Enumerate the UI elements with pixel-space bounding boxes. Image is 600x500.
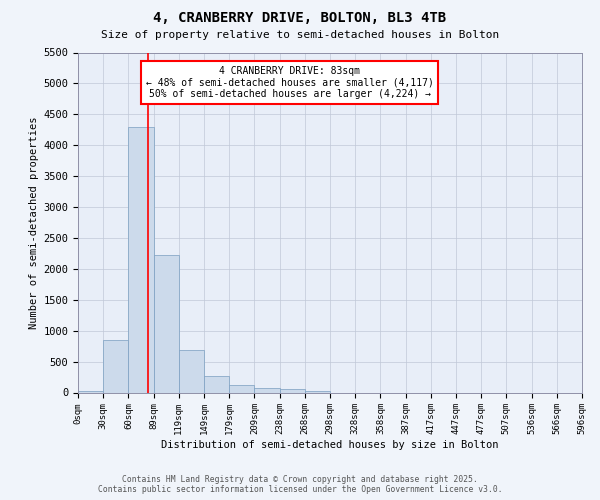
Bar xyxy=(128,126,154,392)
Bar xyxy=(305,390,330,392)
Bar xyxy=(280,389,305,392)
Bar xyxy=(154,254,179,392)
Bar xyxy=(254,388,280,392)
Text: Size of property relative to semi-detached houses in Bolton: Size of property relative to semi-detach… xyxy=(101,30,499,40)
Text: 4, CRANBERRY DRIVE, BOLTON, BL3 4TB: 4, CRANBERRY DRIVE, BOLTON, BL3 4TB xyxy=(154,11,446,25)
Text: Contains HM Land Registry data © Crown copyright and database right 2025.
Contai: Contains HM Land Registry data © Crown c… xyxy=(98,474,502,494)
Bar xyxy=(204,376,229,392)
Text: 4 CRANBERRY DRIVE: 83sqm
← 48% of semi-detached houses are smaller (4,117)
50% o: 4 CRANBERRY DRIVE: 83sqm ← 48% of semi-d… xyxy=(146,66,434,100)
Bar xyxy=(78,390,103,392)
Bar xyxy=(103,340,128,392)
Bar xyxy=(229,385,254,392)
Y-axis label: Number of semi-detached properties: Number of semi-detached properties xyxy=(29,116,39,329)
X-axis label: Distribution of semi-detached houses by size in Bolton: Distribution of semi-detached houses by … xyxy=(161,440,499,450)
Bar xyxy=(179,350,204,393)
